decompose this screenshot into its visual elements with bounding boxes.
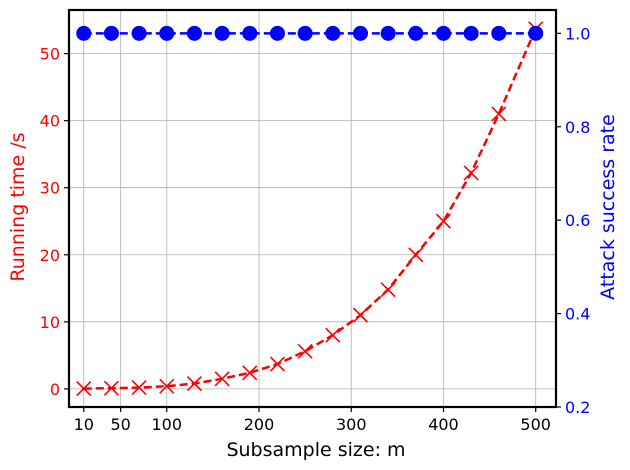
running-time-marker — [269, 356, 286, 372]
series-attack-success-rate — [76, 25, 544, 41]
x-tick-label: 100 — [151, 415, 182, 434]
grid-lines — [69, 10, 556, 407]
x-tick-label: 10 — [74, 415, 94, 434]
y-axis-left-ticks: 0 10 20 30 40 50 — [40, 45, 69, 399]
running-time-marker — [159, 378, 175, 394]
marker-stroke — [435, 213, 452, 229]
x-tick-label: 200 — [244, 415, 275, 434]
running-time-marker — [131, 379, 147, 396]
attack-success-marker — [269, 25, 285, 41]
marker-stroke — [463, 165, 479, 181]
running-time-marker — [408, 247, 424, 263]
attack-success-marker — [491, 25, 507, 41]
running-time-marker — [103, 380, 119, 396]
attack-success-marker — [380, 25, 396, 41]
running-time-marker — [76, 380, 92, 397]
y-left-tick-label: 30 — [40, 179, 60, 198]
attack-success-marker — [103, 25, 119, 41]
running-time-marker — [352, 307, 369, 323]
marker-stroke — [131, 379, 147, 396]
y-right-tick-label: 0.6 — [565, 211, 590, 230]
marker-stroke — [325, 327, 341, 343]
x-tick-label: 500 — [520, 415, 551, 434]
y-left-tick-label: 10 — [40, 313, 60, 332]
marker-stroke — [491, 106, 507, 122]
attack-success-marker — [214, 25, 230, 41]
series-running-time — [76, 21, 544, 397]
attack-success-marker — [325, 25, 341, 41]
y-right-tick-label: 0.2 — [565, 398, 590, 417]
marker-stroke — [242, 365, 258, 381]
running-time-marker — [297, 343, 313, 359]
attack-success-marker — [131, 25, 147, 41]
running-time-marker — [463, 165, 479, 181]
x-axis-ticks: 10 50 100 200 300 400 500 — [74, 407, 551, 434]
attack-success-marker — [297, 25, 313, 41]
running-time-marker — [380, 282, 396, 298]
y-axis-right-label: Attack success rate — [597, 114, 619, 300]
attack-success-marker — [463, 25, 479, 41]
y-right-tick-label: 1.0 — [565, 24, 590, 43]
x-tick-label: 50 — [110, 415, 130, 434]
marker-stroke — [408, 247, 424, 263]
attack-success-marker — [528, 25, 544, 41]
marker-stroke — [76, 380, 92, 397]
y-left-tick-label: 40 — [40, 112, 60, 131]
running-time-marker — [325, 327, 341, 343]
attack-success-marker — [435, 25, 451, 41]
y-left-tick-label: 50 — [40, 45, 60, 64]
attack-success-marker — [352, 25, 368, 41]
y-right-tick-label: 0.4 — [565, 305, 590, 324]
y-left-tick-label: 0 — [50, 380, 60, 399]
attack-success-marker — [408, 25, 424, 41]
attack-success-marker — [242, 25, 258, 41]
x-axis-label: Subsample size: m — [226, 439, 405, 461]
marker-stroke — [103, 380, 119, 396]
marker-stroke — [380, 282, 396, 298]
running-time-line — [83, 28, 537, 390]
marker-stroke — [352, 307, 369, 323]
marker-stroke — [214, 371, 230, 387]
y-left-tick-label: 20 — [40, 246, 60, 265]
running-time-marker — [491, 106, 507, 122]
running-time-marker — [186, 375, 203, 392]
x-tick-label: 300 — [336, 415, 367, 434]
x-tick-label: 400 — [428, 415, 459, 434]
running-time-marker — [242, 365, 258, 381]
marker-stroke — [269, 356, 286, 372]
marker-stroke — [159, 378, 175, 394]
y-axis-left-label: Running time /s — [7, 132, 29, 281]
attack-success-marker — [159, 25, 175, 41]
running-time-marker — [214, 371, 230, 387]
attack-success-marker — [76, 25, 92, 41]
plot-frame — [67, 8, 558, 409]
y-right-tick-label: 0.8 — [565, 118, 590, 137]
attack-success-marker — [186, 25, 202, 41]
y-axis-right-ticks: 0.2 0.4 0.6 0.8 1.0 — [556, 24, 590, 417]
marker-stroke — [297, 343, 313, 359]
marker-stroke — [186, 375, 203, 392]
running-time-marker — [435, 213, 452, 229]
